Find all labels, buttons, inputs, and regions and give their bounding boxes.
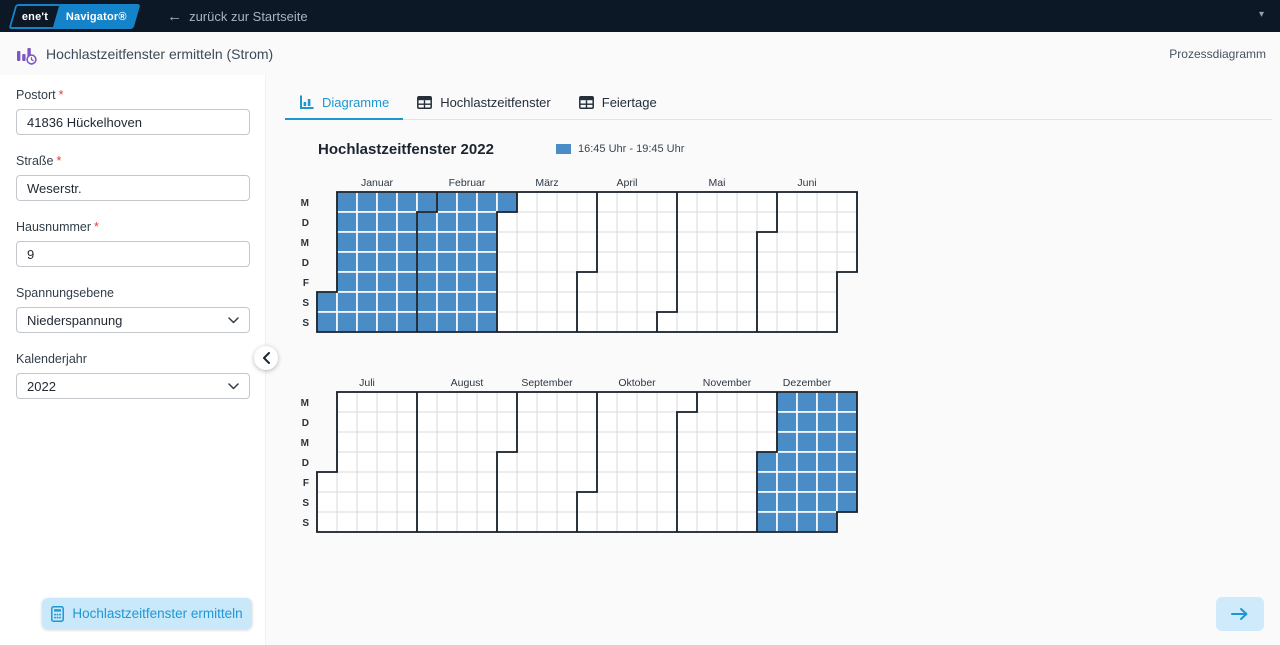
tab-feiertage[interactable]: Feiertage	[565, 88, 671, 119]
svg-text:Juni: Juni	[797, 177, 816, 189]
svg-text:M: M	[301, 438, 309, 449]
app-logo[interactable]: ene't Navigator®	[8, 3, 141, 29]
svg-text:S: S	[302, 518, 309, 529]
back-arrow-icon: ←	[167, 7, 183, 25]
required-mark: *	[56, 154, 62, 168]
main-content: Diagramme Hochlastzeitfenster Feiertage …	[266, 75, 1280, 645]
arrow-right-icon	[1231, 608, 1248, 620]
hausnummer-label: Hausnummer *	[16, 220, 99, 234]
calculator-icon	[51, 605, 65, 622]
postort-input[interactable]	[16, 109, 250, 135]
tab-hochlastzeitfenster[interactable]: Hochlastzeitfenster	[403, 88, 565, 119]
tab-diagramme[interactable]: Diagramme	[285, 88, 404, 120]
user-menu-caret-icon[interactable]: ▾	[1258, 9, 1264, 20]
page-header: Hochlastzeitfenster ermitteln (Strom) Pr…	[0, 32, 1280, 75]
svg-text:S: S	[302, 498, 309, 509]
svg-text:D: D	[302, 458, 309, 469]
back-link-label: zurück zur Startseite	[189, 8, 308, 24]
legend-swatch	[556, 144, 571, 154]
svg-text:März: März	[535, 177, 558, 189]
tab-bar: Diagramme Hochlastzeitfenster Feiertage	[285, 88, 1272, 120]
sidebar-collapse-button[interactable]	[254, 346, 278, 370]
kalenderjahr-value: 2022	[27, 378, 56, 394]
histogram-clock-icon	[17, 47, 37, 65]
svg-text:Juli: Juli	[359, 377, 375, 389]
chevron-down-icon	[228, 382, 239, 389]
svg-text:Mai: Mai	[709, 177, 726, 189]
page-title: Hochlastzeitfenster ermitteln (Strom)	[46, 45, 274, 62]
field-spannungsebene: Spannungsebene Niederspannung	[16, 286, 250, 333]
strasse-input[interactable]	[16, 175, 250, 201]
svg-text:April: April	[616, 177, 637, 189]
svg-text:Januar: Januar	[361, 177, 394, 189]
tab-label: Diagramme	[322, 95, 390, 110]
spannungsebene-value: Niederspannung	[27, 312, 123, 328]
tab-label: Feiertage	[601, 95, 657, 110]
spannungsebene-label: Spannungsebene	[16, 286, 115, 300]
sidebar-form: Postort* Straße* Hausnummer* Spannungseb…	[0, 75, 266, 645]
svg-text:September: September	[521, 377, 573, 389]
svg-text:F: F	[303, 278, 309, 289]
chevron-down-icon	[228, 316, 239, 323]
legend-label: 16:45 Uhr - 19:45 Uhr	[578, 143, 685, 155]
spannungsebene-select[interactable]: Niederspannung	[16, 307, 250, 333]
required-mark: *	[94, 220, 99, 234]
process-diagram-link[interactable]: Prozessdiagramm	[1169, 46, 1266, 61]
strasse-label: Straße *	[16, 154, 62, 168]
svg-text:S: S	[302, 318, 309, 329]
logo-primary: ene't	[8, 3, 60, 29]
svg-text:M: M	[301, 398, 309, 409]
svg-text:S: S	[302, 298, 309, 309]
postort-label: Postort *	[16, 88, 64, 102]
logo-secondary: Navigator®	[52, 3, 141, 29]
svg-text:Oktober: Oktober	[618, 377, 656, 389]
kalenderjahr-label: Kalenderjahr	[16, 352, 87, 366]
chevron-left-icon	[263, 352, 270, 364]
table-icon	[578, 96, 594, 109]
field-postort: Postort *	[16, 88, 250, 135]
table-icon	[417, 96, 433, 109]
svg-text:Dezember: Dezember	[783, 377, 832, 389]
top-bar: ene't Navigator® ← zurück zur Startseite…	[0, 0, 1280, 32]
field-kalenderjahr: Kalenderjahr 2022	[16, 352, 250, 399]
tab-label: Hochlastzeitfenster	[440, 95, 551, 110]
chart-icon	[300, 95, 314, 109]
svg-text:F: F	[303, 478, 309, 489]
svg-text:August: August	[451, 377, 484, 389]
back-to-start-link[interactable]: ← zurück zur Startseite	[167, 9, 308, 24]
field-strasse: Straße *	[16, 154, 250, 201]
required-mark: *	[58, 88, 64, 102]
svg-text:D: D	[302, 418, 309, 429]
svg-text:M: M	[301, 198, 309, 209]
hausnummer-input[interactable]	[16, 241, 250, 267]
field-hausnummer: Hausnummer *	[16, 220, 250, 267]
svg-text:November: November	[703, 377, 752, 389]
determine-hochlastzeitfenster-button[interactable]: Hochlastzeitfenster ermitteln	[42, 598, 252, 629]
submit-button-label: Hochlastzeitfenster ermitteln	[72, 606, 243, 621]
kalenderjahr-select[interactable]: 2022	[16, 373, 250, 399]
svg-text:D: D	[302, 258, 309, 269]
svg-text:D: D	[302, 218, 309, 229]
chart-title: Hochlastzeitfenster 2022	[318, 141, 494, 158]
chart-legend: 16:45 Uhr - 19:45 Uhr	[556, 143, 684, 155]
svg-text:M: M	[301, 238, 309, 249]
next-step-button[interactable]	[1216, 597, 1264, 631]
svg-text:Februar: Februar	[449, 177, 486, 189]
